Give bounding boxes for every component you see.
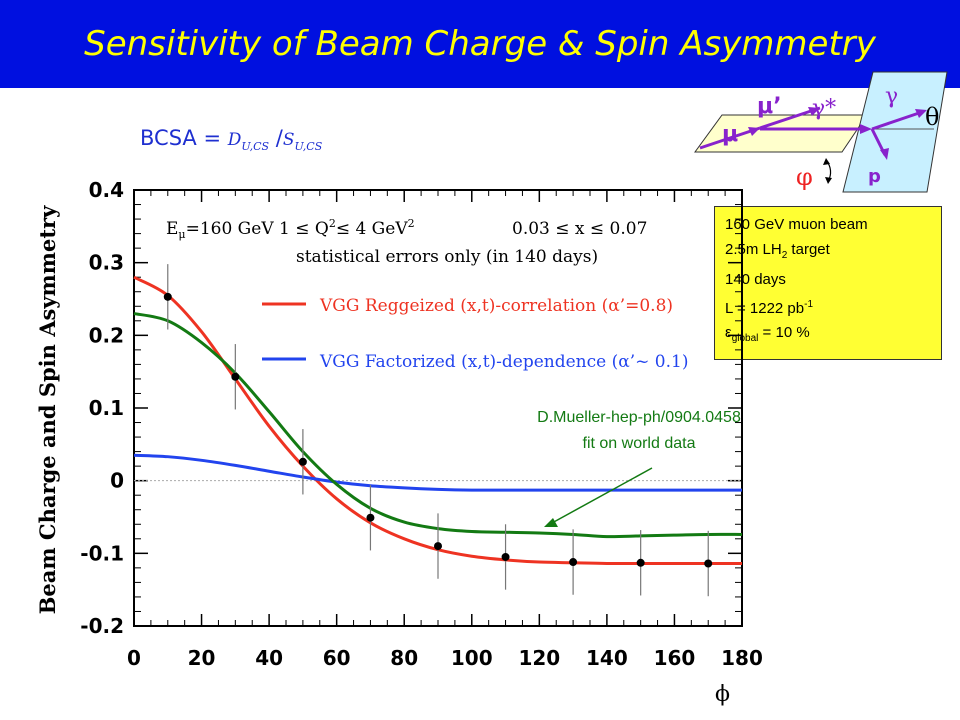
info-line-5-sub: global	[731, 333, 759, 344]
data-point	[298, 457, 307, 466]
fit-note: D.Mueller-hep-ph/0904.0458 fit on world …	[480, 405, 798, 457]
info-line-2: 2.5m LH2 target	[725, 238, 931, 269]
formula-sep: /	[269, 126, 283, 150]
x-axis-label: ϕ	[715, 682, 730, 707]
x-tick-label: 100	[451, 646, 493, 670]
info-line-1: 160 GeV muon beam	[725, 216, 868, 233]
legend-red-label: VGG Reggeized (x,t)-correlation (α’=0.8)	[319, 296, 673, 316]
y-tick-labels: -0.2 -0.1 0 0.1 0.2 0.3 0.4	[80, 178, 124, 638]
kinematic-x-range: 0.03 ≤ x ≤ 0.07	[512, 219, 647, 239]
y-tick-label: 0.2	[89, 323, 124, 347]
x-tick-label: 0	[127, 646, 141, 670]
data-point	[163, 292, 172, 301]
y-tick-label: 0.3	[89, 251, 124, 275]
fit-note-arrowhead	[544, 518, 558, 527]
kinematic-cuts: Eμ=160 GeV 1 ≤ Q2≤ 4 GeV2	[166, 217, 415, 241]
fit-note-line-1: D.Mueller-hep-ph/0904.0458	[537, 409, 741, 426]
formula-prefix: BCSA =	[140, 126, 228, 150]
bcsa-formula: BCSA = DU,CS /SU,CS	[140, 126, 322, 155]
info-line-2-post: target	[787, 240, 830, 258]
data-point	[434, 542, 442, 551]
legend-group: VGG Reggeized (x,t)-correlation (α’=0.8)…	[262, 296, 688, 372]
y-tick-label: 0	[110, 469, 124, 493]
x-tick-label: 80	[390, 646, 418, 670]
points-group	[163, 264, 713, 597]
x-tick-label: 140	[586, 646, 628, 670]
data-point	[704, 559, 713, 568]
x-tick-label: 160	[654, 646, 696, 670]
x-tick-labels: 0 20 40 60 80 100 120 140 160 180	[127, 646, 763, 670]
formula-s-sub: U,CS	[294, 140, 323, 154]
slide-title: Sensitivity of Beam Charge & Spin Asymme…	[84, 24, 876, 64]
axis-ticks	[133, 189, 743, 627]
x-tick-label: 180	[721, 646, 763, 670]
formula-d: D	[227, 130, 242, 150]
stat-note: statistical errors only (in 140 days)	[296, 247, 598, 267]
y-tick-label: -0.1	[80, 541, 124, 565]
info-line-2-pre: 2.5m LH	[725, 240, 782, 258]
data-point	[231, 372, 240, 381]
formula-s: S	[282, 130, 295, 150]
info-line-5-post: = 10 %	[758, 324, 810, 341]
formula-d-sub: U,CS	[241, 140, 270, 154]
info-line-4-sup: -1	[804, 298, 814, 310]
data-point	[501, 552, 510, 561]
x-tick-label: 20	[188, 646, 216, 670]
title-banner	[0, 0, 960, 88]
info-line-5-pre: ε	[725, 324, 732, 341]
vgg-factorized-curve	[133, 453, 742, 492]
info-line-3: 140 days	[725, 271, 786, 288]
y-tick-label: -0.2	[80, 614, 124, 638]
x-tick-label: 60	[323, 646, 351, 670]
data-point	[636, 558, 645, 567]
y-axis-label: Beam Charge and Spin Asymmetry	[35, 205, 60, 614]
data-point	[366, 513, 375, 522]
info-box: 160 GeV muon beam 2.5m LH2 target 140 da…	[714, 206, 942, 360]
x-tick-label: 40	[255, 646, 283, 670]
y-tick-label: 0.4	[89, 178, 124, 202]
data-point	[569, 558, 578, 567]
info-line-5: εglobal = 10 %	[725, 321, 931, 352]
y-tick-label: 0.1	[89, 396, 124, 420]
fit-note-line-2: fit on world data	[582, 435, 696, 452]
info-line-4: L = 1222 pb-1	[725, 293, 931, 322]
info-line-4-pre: L = 1222 pb	[725, 299, 805, 317]
x-tick-label: 120	[518, 646, 560, 670]
fit-note-arrow	[551, 467, 653, 524]
info-line-2-sub: 2	[781, 249, 788, 261]
legend-blue-label: VGG Factorized (x,t)-dependence (α’~ 0.1…	[319, 352, 688, 372]
